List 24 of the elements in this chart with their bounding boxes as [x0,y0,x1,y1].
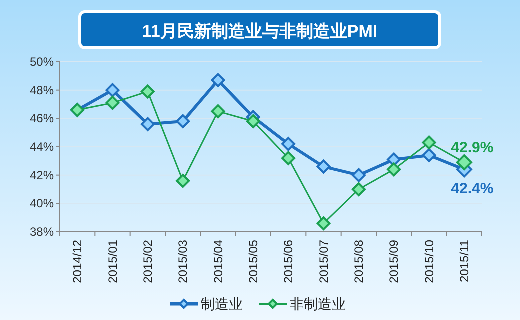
legend-label: 制造业 [201,296,243,312]
y-tick-label: 40% [30,196,54,211]
x-tick-label: 2015/01 [106,240,120,284]
legend-label: 非制造业 [290,296,346,312]
y-tick-label: 46% [30,112,54,126]
x-tick-label: 2015/06 [282,240,296,284]
y-tick-label: 42% [30,168,54,182]
y-tick-label: 38% [30,225,54,239]
x-tick-label: 2015/08 [352,240,366,284]
x-tick-label: 2015/04 [211,240,226,284]
x-tick-label: 2015/07 [316,240,331,284]
x-tick-label: 2015/10 [422,240,436,284]
x-tick-label: 2015/02 [140,240,155,284]
x-tick-label: 2015/05 [246,240,260,284]
data-label: 42.9% [451,140,494,157]
y-tick-label: 50% [30,55,54,69]
chart-title: 11月民新制造业与非制造业PMI [142,22,378,41]
x-tick-label: 2015/11 [457,240,472,282]
y-tick-label: 44% [30,140,54,154]
x-tick-label: 2014/12 [70,240,85,284]
x-tick-label: 2015/09 [387,240,402,284]
x-tick-label: 2015/03 [176,240,190,284]
data-label: 42.4% [451,180,494,198]
y-tick-label: 48% [30,83,54,98]
